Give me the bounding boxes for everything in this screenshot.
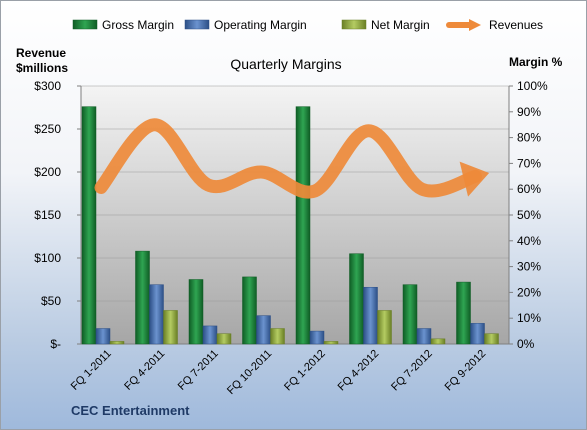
x-tick-label: FQ 1-2012 — [282, 348, 328, 394]
bar-gross-margin — [188, 279, 204, 345]
bar-gross-margin — [295, 106, 311, 345]
legend-label-gross: Gross Margin — [102, 18, 174, 32]
left-tick-label: $300 — [34, 79, 61, 93]
bar-net-margin — [109, 341, 125, 345]
revenue-line — [94, 118, 482, 199]
right-axis: 0% 10% 20% 30% 40% 50% 60% 70% 80% 90% 100% — [509, 79, 548, 351]
bar-operating-margin — [95, 328, 111, 345]
x-tick-label: FQ 9-2012 — [443, 348, 489, 394]
left-tick-label: $100 — [34, 251, 61, 265]
bar-gross-margin — [349, 253, 364, 345]
bar-gross-margin — [456, 281, 471, 345]
left-tick-label: $150 — [34, 208, 61, 222]
x-tick-label: FQ 7-2012 — [389, 348, 435, 394]
right-tick-label: 30% — [517, 260, 541, 274]
x-tick-label: FQ 4-2012 — [336, 348, 382, 394]
bar-operating-margin — [363, 286, 378, 345]
bar-operating-margin — [256, 315, 271, 345]
bar-operating-margin — [470, 323, 485, 345]
right-tick-label: 100% — [517, 79, 548, 93]
left-tick-label: $200 — [34, 165, 61, 179]
left-axis: $- $50 $100 $150 $200 $250 $300 — [34, 79, 81, 351]
right-tick-label: 10% — [517, 311, 541, 325]
bar-net-margin — [484, 333, 499, 345]
left-tick-label: $250 — [34, 122, 61, 136]
bars — [81, 106, 499, 345]
legend-swatch-operating — [184, 19, 210, 30]
x-axis: FQ 1-2011 FQ 4-2011 FQ 7-2011 FQ 10-2011 FQ … — [69, 348, 489, 397]
legend-label-operating: Operating Margin — [214, 18, 307, 32]
bar-net-margin — [377, 310, 392, 345]
x-tick-label: FQ 10-2011 — [225, 348, 274, 397]
left-axis-label-line1: Revenue — [16, 46, 66, 60]
bar-net-margin — [323, 341, 339, 345]
left-tick-label: $- — [50, 337, 61, 351]
right-tick-label: 50% — [517, 208, 541, 222]
legend-swatch-gross — [72, 19, 98, 30]
revenue-line-layer — [94, 118, 490, 199]
bar-gross-margin — [402, 284, 418, 345]
bar-net-margin — [430, 338, 446, 345]
bar-net-margin — [270, 328, 285, 345]
bar-gross-margin — [242, 276, 257, 345]
chart-title: Quarterly Margins — [230, 56, 341, 72]
right-tick-label: 80% — [517, 131, 541, 145]
source-label: CEC Entertainment — [71, 403, 190, 418]
legend-label-net: Net Margin — [371, 18, 430, 32]
x-tick-label: FQ 4-2011 — [122, 348, 167, 393]
bar-net-margin — [163, 310, 178, 345]
right-tick-label: 90% — [517, 105, 541, 119]
legend: Gross Margin Operating Margin Net Margin… — [72, 18, 543, 32]
right-tick-label: 70% — [517, 156, 541, 170]
legend-swatch-net — [341, 19, 367, 30]
left-axis-label-line2: $millions — [16, 61, 68, 75]
bar-operating-margin — [149, 284, 164, 345]
right-tick-label: 40% — [517, 234, 541, 248]
bar-gross-margin — [81, 106, 97, 345]
legend-label-revenues: Revenues — [489, 18, 543, 32]
right-tick-label: 0% — [517, 337, 535, 351]
x-tick-label: FQ 1-2011 — [69, 348, 114, 393]
bar-operating-margin — [202, 325, 218, 345]
left-tick-label: $50 — [41, 294, 61, 308]
right-tick-label: 20% — [517, 285, 541, 299]
bar-net-margin — [216, 333, 232, 345]
bar-operating-margin — [416, 328, 432, 345]
x-tick-label: FQ 7-2011 — [176, 348, 221, 393]
revenue-arrowhead — [459, 161, 490, 197]
right-axis-label: Margin % — [509, 55, 563, 69]
legend-arrow-icon — [469, 19, 481, 31]
bar-gross-margin — [135, 250, 150, 345]
bar-operating-margin — [309, 330, 325, 345]
right-tick-label: 60% — [517, 182, 541, 196]
